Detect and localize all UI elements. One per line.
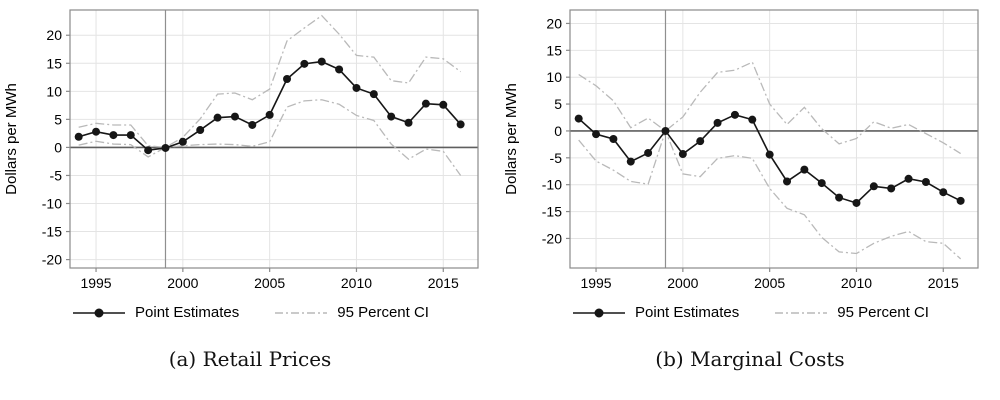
svg-text:-20: -20 [542, 230, 562, 246]
legend-label-ci: 95 Percent CI [837, 304, 929, 321]
svg-text:2000: 2000 [667, 275, 698, 291]
chart-panel-b: 20 15 10 5 0 -5 -10 -15 -20 1995 2000 2005 2010 2015 D… [500, 0, 1000, 400]
svg-text:-15: -15 [542, 204, 562, 220]
svg-text:15: 15 [46, 55, 62, 71]
legend-item-point-estimates: Point Estimates [71, 304, 239, 321]
svg-text:1995: 1995 [80, 275, 111, 291]
legend-label-point-estimates: Point Estimates [635, 304, 740, 321]
svg-text:2015: 2015 [928, 275, 959, 291]
legend-item-point-estimates: Point Estimates [571, 304, 739, 321]
svg-text:-10: -10 [542, 177, 562, 193]
caption-b: (b) Marginal Costs [655, 347, 845, 371]
svg-text:2005: 2005 [754, 275, 785, 291]
ci-line-icon [275, 311, 328, 314]
legend-label-ci: 95 Percent CI [337, 304, 429, 321]
legend-label-point-estimates: Point Estimates [135, 304, 240, 321]
svg-text:2005: 2005 [254, 275, 285, 291]
svg-text:-20: -20 [42, 252, 62, 268]
svg-text:2010: 2010 [341, 275, 372, 291]
chart-panel-a: 20 15 10 5 0 -5 -10 -15 -20 1995 2000 2005 2010 2015 D… [3, 9, 479, 371]
svg-text:5: 5 [554, 96, 562, 112]
svg-text:0: 0 [554, 123, 562, 139]
svg-text:20: 20 [546, 15, 562, 31]
caption-a: (a) Retail Prices [168, 347, 332, 371]
svg-text:-15: -15 [42, 224, 62, 240]
legend-item-ci: 95 Percent CI [773, 304, 929, 321]
svg-text:1995: 1995 [580, 275, 611, 291]
svg-text:2000: 2000 [167, 275, 198, 291]
svg-text:2010: 2010 [841, 275, 872, 291]
svg-text:0: 0 [54, 139, 62, 155]
legend-item-ci: 95 Percent CI [273, 304, 429, 321]
svg-text:-5: -5 [50, 167, 63, 183]
svg-text:15: 15 [546, 42, 562, 58]
legend: Point Estimates 95 Percent CI [71, 304, 429, 321]
svg-text:10: 10 [546, 69, 562, 85]
point-estimates-line-icon [73, 308, 126, 317]
ci-line-icon [775, 311, 828, 314]
svg-text:5: 5 [54, 111, 62, 127]
svg-text:Dollars per MWh: Dollars per MWh [3, 83, 20, 195]
legend: Point Estimates 95 Percent CI [571, 304, 929, 321]
svg-text:Dollars per MWh: Dollars per MWh [503, 83, 520, 195]
svg-text:10: 10 [46, 83, 62, 99]
svg-text:-5: -5 [550, 150, 563, 166]
svg-text:-10: -10 [42, 196, 62, 212]
point-estimates-line-icon [573, 308, 626, 317]
svg-text:2015: 2015 [428, 275, 459, 291]
svg-text:20: 20 [46, 27, 62, 43]
